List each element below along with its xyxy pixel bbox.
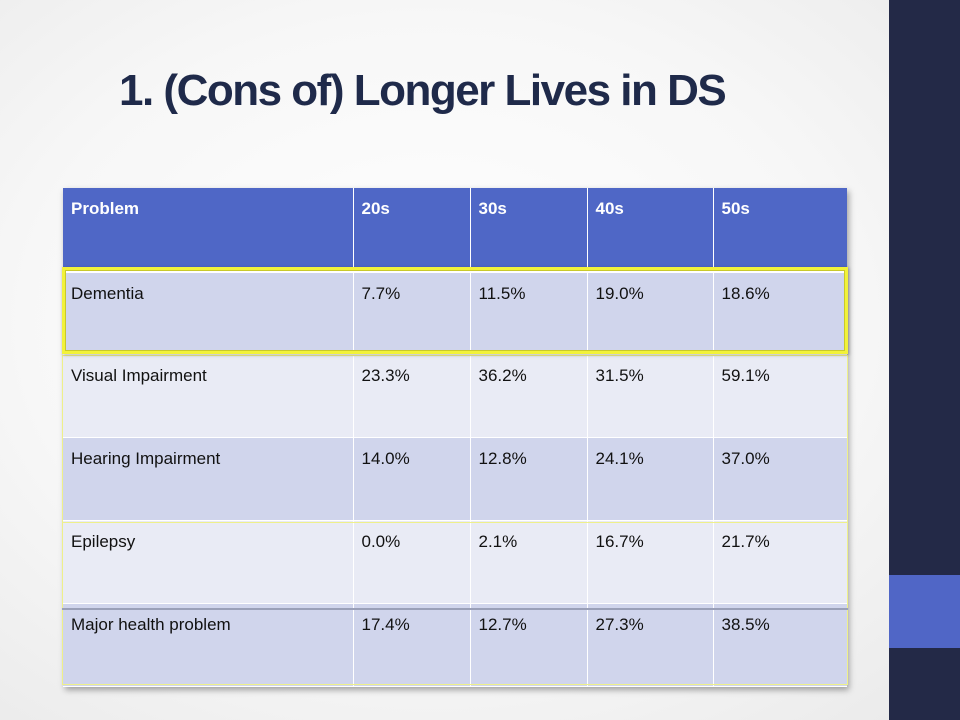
table-cell: 17.4% — [352, 603, 470, 687]
table-cell: 14.0% — [352, 437, 470, 521]
table-cell: 21.7% — [712, 520, 847, 604]
table-cell: 23.3% — [352, 354, 470, 438]
table-row: Dementia 7.7% 11.5% 19.0% 18.6% — [63, 271, 847, 355]
table-row: Major health problem 17.4% 12.7% 27.3% 3… — [63, 603, 847, 687]
table-header-row: Problem 20s 30s 40s 50s — [63, 188, 847, 273]
table-cell: 37.0% — [712, 437, 847, 521]
table-cell: 12.7% — [469, 603, 587, 687]
table-cell: 27.3% — [586, 603, 713, 687]
table-cell: 7.7% — [352, 271, 470, 355]
column-header-30s: 30s — [469, 188, 587, 273]
table-cell: Major health problem — [63, 603, 353, 687]
table-cell: 38.5% — [712, 603, 847, 687]
table-cell: 31.5% — [586, 354, 713, 438]
table-cell: 16.7% — [586, 520, 713, 604]
table-cell: 24.1% — [586, 437, 713, 521]
table-cell: 12.8% — [469, 437, 587, 521]
table-cell: 11.5% — [469, 271, 587, 355]
table-cell: Hearing Impairment — [63, 437, 353, 521]
table-row: Epilepsy 0.0% 2.1% 16.7% 21.7% — [63, 520, 847, 604]
table-cell: Epilepsy — [63, 520, 353, 604]
table-cell: Visual Impairment — [63, 354, 353, 438]
slide-title: 1. (Cons of) Longer Lives in DS — [119, 66, 727, 115]
data-table: Problem 20s 30s 40s 50s Dementia 7.7% 11… — [63, 188, 847, 687]
table-cell: 2.1% — [469, 520, 587, 604]
table-row: Visual Impairment 23.3% 36.2% 31.5% 59.1… — [63, 354, 847, 438]
column-header-40s: 40s — [586, 188, 713, 273]
column-header-50s: 50s — [712, 188, 847, 273]
column-header-problem: Problem — [63, 188, 353, 273]
table-row: Hearing Impairment 14.0% 12.8% 24.1% 37.… — [63, 437, 847, 521]
table-cell: 18.6% — [712, 271, 847, 355]
table-cell: Dementia — [63, 271, 353, 355]
side-accent-block — [889, 575, 960, 648]
table-cell: 0.0% — [352, 520, 470, 604]
column-header-20s: 20s — [352, 188, 470, 273]
table-cell: 19.0% — [586, 271, 713, 355]
table-cell: 36.2% — [469, 354, 587, 438]
table-cell: 59.1% — [712, 354, 847, 438]
